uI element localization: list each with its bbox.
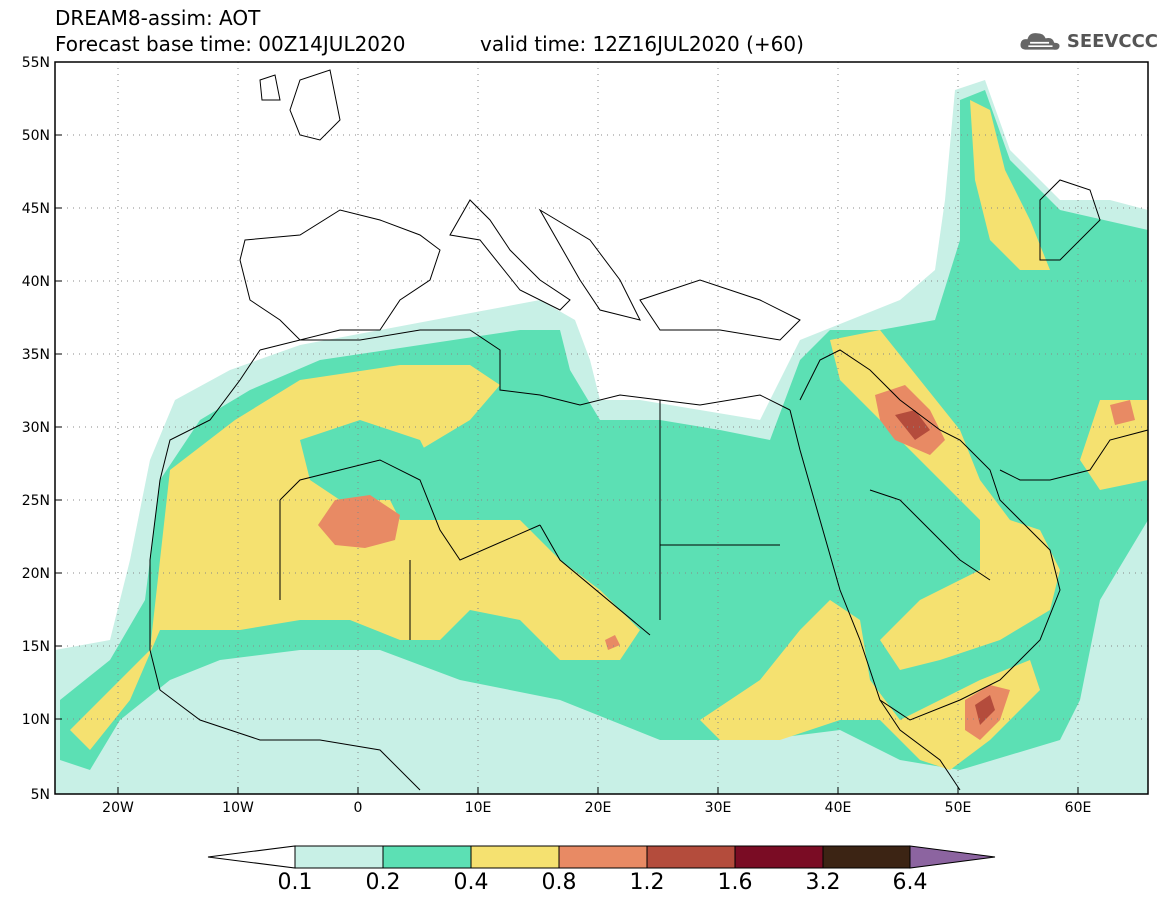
lon-label: 20E [585,800,612,816]
graticule [55,62,1148,794]
colorbar-swatch [734,845,824,869]
lon-label: 40E [825,800,852,816]
lon-label: 30E [705,800,732,816]
lon-label: 0 [354,800,363,816]
map-frame [54,61,1149,795]
lon-ticks [117,787,1079,794]
lat-ticks [55,61,62,795]
logo-text: SEEVCCC [1066,30,1158,52]
aot-field [55,62,1148,794]
map-title: DREAM8-assim: AOT [55,6,261,30]
colorbar-label: 1.2 [629,870,665,895]
colorbar-arrow-low [207,845,296,869]
colorbar-swatch [294,845,384,869]
lon-label: 10W [222,800,254,816]
lat-label: 15N [22,639,50,655]
colorbar-label: 0.8 [541,870,577,895]
lat-label: 25N [22,493,50,509]
lat-label: 35N [22,347,50,363]
lat-label: 40N [22,274,50,290]
aot-band-1.2 [895,410,995,725]
colorbar-label: 0.1 [277,870,313,895]
lat-labels: 55N 50N 45N 40N 35N 30N 25N 20N 15N 10N … [22,55,50,803]
colorbar-arrow-high [909,845,996,869]
lat-label: 45N [22,201,50,217]
lon-labels: 20W 10W 0 10E 20E 30E 40E 50E 60E [102,800,1091,816]
lat-label: 30N [22,420,50,436]
lon-label: 20W [102,800,134,816]
colorbar-swatch [822,845,911,869]
lon-label: 10E [465,800,492,816]
colorbar-swatch [558,845,648,869]
valid-time: valid time: 12Z16JUL2020 (+60) [480,32,804,56]
colorbar-label: 0.2 [365,870,401,895]
lon-label: 50E [945,800,972,816]
colorbar [207,845,996,869]
lat-label: 55N [22,55,50,71]
colorbar-label: 0.4 [453,870,489,895]
lon-label: 60E [1065,800,1092,816]
forecast-base-time: Forecast base time: 00Z14JUL2020 [55,32,406,56]
coastlines [149,69,1149,791]
lat-label: 5N [31,787,50,803]
colorbar-swatch [470,845,560,869]
lat-label: 20N [22,566,50,582]
cloud-icon [1020,33,1060,50]
colorbar-label: 6.4 [892,870,928,895]
colorbar-label: 3.2 [805,870,841,895]
colorbar-swatch [646,845,736,869]
lat-label: 10N [22,712,50,728]
colorbar-swatch [382,845,472,869]
colorbar-label: 1.6 [717,870,753,895]
seevccc-logo: SEEVCCC [1018,26,1158,56]
lat-label: 50N [22,128,50,144]
